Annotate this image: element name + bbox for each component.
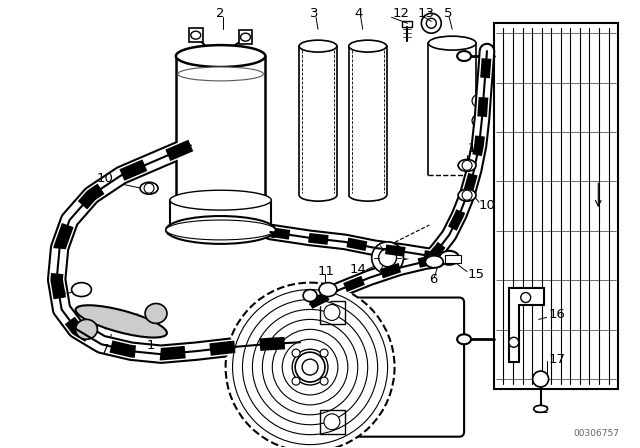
Text: 14: 14 <box>350 263 367 276</box>
Ellipse shape <box>428 36 476 50</box>
Ellipse shape <box>176 45 266 67</box>
Circle shape <box>324 305 340 320</box>
Bar <box>445 255 461 263</box>
Bar <box>176 56 266 220</box>
Circle shape <box>302 359 318 375</box>
Circle shape <box>292 349 328 385</box>
Circle shape <box>324 414 340 430</box>
Circle shape <box>521 293 531 302</box>
Text: 10: 10 <box>479 198 496 211</box>
Bar <box>170 200 271 230</box>
Ellipse shape <box>225 283 394 448</box>
Ellipse shape <box>166 216 275 244</box>
Circle shape <box>379 249 397 267</box>
Text: 6: 6 <box>429 273 438 286</box>
Ellipse shape <box>303 289 317 302</box>
Text: 11: 11 <box>318 265 335 278</box>
Circle shape <box>320 349 328 357</box>
Ellipse shape <box>76 319 97 339</box>
Circle shape <box>532 371 548 387</box>
Text: 9: 9 <box>57 288 65 301</box>
Ellipse shape <box>170 220 271 240</box>
Ellipse shape <box>439 251 459 265</box>
Circle shape <box>421 13 441 33</box>
Ellipse shape <box>241 33 250 41</box>
Ellipse shape <box>457 51 471 61</box>
Ellipse shape <box>178 67 263 81</box>
Circle shape <box>320 377 328 385</box>
Bar <box>239 30 252 44</box>
Text: 3: 3 <box>310 7 319 20</box>
Bar <box>494 23 618 389</box>
Text: 13: 13 <box>417 7 435 20</box>
FancyBboxPatch shape <box>325 297 464 437</box>
Circle shape <box>295 352 325 382</box>
Ellipse shape <box>426 256 444 268</box>
Text: 15: 15 <box>467 268 484 281</box>
Ellipse shape <box>299 40 337 52</box>
Circle shape <box>472 115 484 127</box>
Ellipse shape <box>170 190 271 210</box>
Circle shape <box>426 18 436 28</box>
Bar <box>320 301 345 324</box>
Text: 16: 16 <box>548 308 566 321</box>
Bar <box>403 21 412 27</box>
Ellipse shape <box>458 189 476 201</box>
Text: 8: 8 <box>268 228 276 241</box>
Ellipse shape <box>140 182 158 194</box>
Circle shape <box>462 190 472 200</box>
Text: 1: 1 <box>146 339 155 352</box>
Text: 17: 17 <box>548 353 566 366</box>
Ellipse shape <box>176 192 266 208</box>
Bar <box>189 28 203 42</box>
Text: 5: 5 <box>444 7 452 20</box>
Text: 12: 12 <box>392 7 410 20</box>
Ellipse shape <box>458 159 476 171</box>
Text: 4: 4 <box>355 7 363 20</box>
Circle shape <box>372 242 403 274</box>
Ellipse shape <box>145 303 167 323</box>
Text: 10: 10 <box>97 172 113 185</box>
Text: 00306757: 00306757 <box>573 429 620 438</box>
Ellipse shape <box>76 305 167 337</box>
Circle shape <box>292 349 300 357</box>
Circle shape <box>462 160 472 170</box>
Circle shape <box>144 183 154 193</box>
Circle shape <box>472 95 484 107</box>
Ellipse shape <box>319 283 337 297</box>
Text: 10: 10 <box>467 142 484 155</box>
Circle shape <box>509 337 519 347</box>
Polygon shape <box>509 288 543 362</box>
Ellipse shape <box>191 31 201 39</box>
Text: 7: 7 <box>101 343 110 356</box>
Ellipse shape <box>349 40 387 52</box>
Ellipse shape <box>72 283 92 297</box>
Ellipse shape <box>166 220 275 240</box>
Circle shape <box>292 377 300 385</box>
Ellipse shape <box>534 405 548 412</box>
Text: 2: 2 <box>216 7 224 20</box>
Bar <box>320 410 345 434</box>
Ellipse shape <box>457 334 471 344</box>
